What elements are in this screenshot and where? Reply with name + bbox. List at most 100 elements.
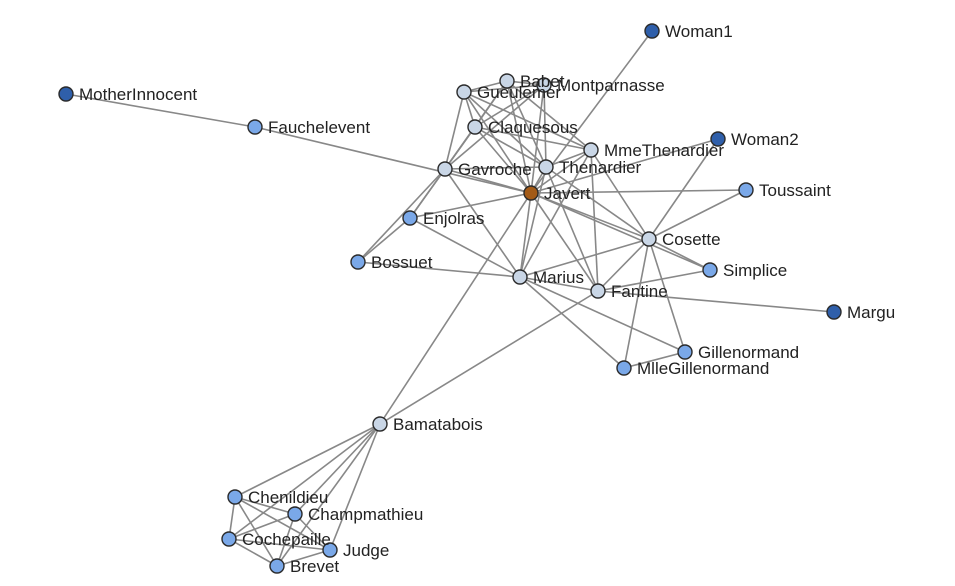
node-woman1[interactable]: [644, 23, 660, 39]
edge-javert-bamatabois: [379, 192, 532, 425]
edge-montparnasse-thenardier: [543, 84, 547, 168]
edge-cosette-mllegillenormand: [623, 238, 650, 369]
edge-champmathieu-cochepaille: [228, 513, 296, 540]
node-fauchelevent[interactable]: [247, 119, 263, 135]
node-simplice[interactable]: [702, 262, 718, 278]
edge-marius-mllegillenormand: [519, 276, 625, 369]
node-marius[interactable]: [512, 269, 528, 285]
node-label-simplice: Simplice: [723, 261, 787, 280]
node-fantine[interactable]: [590, 283, 606, 299]
edge-javert-simplice: [530, 192, 711, 271]
node-label-woman1: Woman1: [665, 22, 733, 41]
node-woman2[interactable]: [710, 131, 726, 147]
edge-fantine-margu: [597, 290, 835, 313]
edge-mmethenardier-marius: [519, 149, 592, 278]
edge-bamatabois-judge: [329, 423, 381, 551]
edge-montparnasse-gavroche: [444, 84, 545, 170]
node-mllegillenormand[interactable]: [616, 360, 632, 376]
edge-claquesous-thenardier: [474, 126, 547, 168]
node-label-babet: Babet: [520, 72, 565, 91]
edge-cochepaille-judge: [228, 538, 331, 551]
edge-chenildieu-judge: [234, 496, 331, 551]
node-champmathieu[interactable]: [287, 506, 303, 522]
node-label-mllegillenormand: MlleGillenormand: [637, 359, 769, 378]
edge-marius-cosette: [519, 238, 650, 278]
node-gavroche[interactable]: [437, 161, 453, 177]
node-thenardier[interactable]: [538, 159, 554, 175]
edge-javert-claquesous: [474, 126, 532, 194]
edge-cosette-woman2: [648, 138, 719, 240]
node-cochepaille[interactable]: [221, 531, 237, 547]
node-label-fantine: Fantine: [611, 282, 668, 301]
edge-javert-fauchelevent: [254, 126, 532, 194]
node-label-margu: Margu: [847, 303, 895, 322]
edge-thenardier-gavroche: [444, 166, 547, 170]
edge-javert-marius: [519, 192, 532, 278]
edge-gueulemer-montparnasse: [463, 84, 545, 93]
node-label-marius: Marius: [533, 268, 584, 287]
node-label-gillenormand: Gillenormand: [698, 343, 799, 362]
node-claquesous[interactable]: [467, 119, 483, 135]
edge-javert-gueulemer: [463, 91, 532, 194]
edge-motherinnocent-fauchelevent: [65, 93, 256, 128]
edge-claquesous-mmethenardier: [474, 126, 592, 151]
nodes-layer: [58, 23, 842, 574]
edge-mmethenardier-cosette: [590, 149, 650, 240]
edge-gueulemer-thenardier: [463, 91, 547, 168]
edge-bamatabois-chenildieu: [234, 423, 381, 498]
node-bossuet[interactable]: [350, 254, 366, 270]
edge-marius-fantine: [519, 276, 599, 292]
edge-thenardier-fantine: [545, 166, 599, 292]
node-toussaint[interactable]: [738, 182, 754, 198]
node-label-fauchelevent: Fauchelevent: [268, 118, 370, 137]
edge-champmathieu-judge: [294, 513, 331, 551]
edge-enjolras-marius: [409, 217, 521, 278]
edge-bamatabois-cochepaille: [228, 423, 381, 540]
edge-champmathieu-brevet: [276, 513, 296, 567]
node-enjolras[interactable]: [402, 210, 418, 226]
edges-layer: [65, 30, 835, 567]
node-label-woman2: Woman2: [731, 130, 799, 149]
node-brevet[interactable]: [269, 558, 285, 574]
node-bamatabois[interactable]: [372, 416, 388, 432]
node-javert[interactable]: [523, 185, 539, 201]
edge-gavroche-enjolras: [409, 168, 446, 219]
edge-gavroche-marius: [444, 168, 521, 278]
edge-chenildieu-champmathieu: [234, 496, 296, 515]
edge-fantine-simplice: [597, 269, 711, 292]
edge-javert-babet: [506, 80, 532, 194]
edge-mmethenardier-fantine: [590, 149, 599, 292]
edge-montparnasse-claquesous: [474, 84, 545, 128]
node-label-gavroche: Gavroche: [458, 160, 532, 179]
node-gueulemer[interactable]: [456, 84, 472, 100]
node-chenildieu[interactable]: [227, 489, 243, 505]
node-judge[interactable]: [322, 542, 338, 558]
edge-marius-gillenormand: [519, 276, 686, 353]
edge-bamatabois-champmathieu: [294, 423, 381, 515]
node-label-gueulemer: Gueulemer: [477, 83, 561, 102]
node-label-chenildieu: Chenildieu: [248, 488, 328, 507]
edge-gueulemer-gavroche: [444, 91, 465, 170]
node-gillenormand[interactable]: [677, 344, 693, 360]
edge-babet-mmethenardier: [506, 80, 592, 151]
edge-thenardier-mmethenardier: [545, 149, 592, 168]
edge-javert-fantine: [530, 192, 599, 292]
node-margu[interactable]: [826, 304, 842, 320]
edge-javert-woman2: [530, 138, 719, 194]
node-mmethenardier[interactable]: [583, 142, 599, 158]
node-babet[interactable]: [499, 73, 515, 89]
edge-bossuet-marius: [357, 261, 521, 278]
node-label-judge: Judge: [343, 541, 389, 560]
node-cosette[interactable]: [641, 231, 657, 247]
edge-thenardier-marius: [519, 166, 547, 278]
node-label-montparnasse: Montparnasse: [557, 76, 665, 95]
node-motherinnocent[interactable]: [58, 86, 74, 102]
node-label-toussaint: Toussaint: [759, 181, 831, 200]
node-montparnasse[interactable]: [536, 77, 552, 93]
edge-cosette-gillenormand: [648, 238, 686, 353]
node-label-thenardier: Thenardier: [559, 158, 642, 177]
edge-thenardier-cosette: [545, 166, 650, 240]
edge-fantine-bamatabois: [379, 290, 599, 425]
